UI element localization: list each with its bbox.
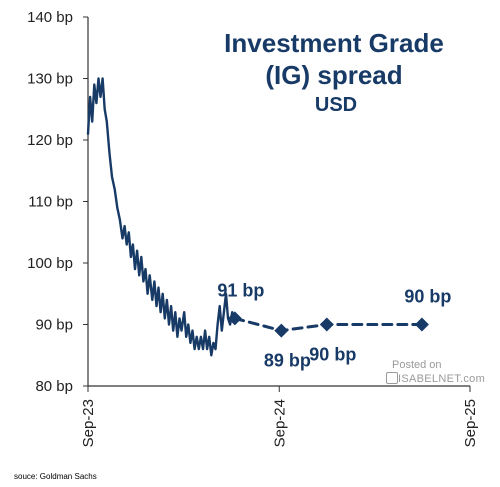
watermark-brand: ISABELNET.com <box>398 373 486 385</box>
chart-subtitle: USD <box>315 94 357 116</box>
forecast-marker <box>274 323 289 338</box>
forecast-marker <box>227 311 242 326</box>
y-tick-label: 100 bp <box>27 255 73 272</box>
forecast-marker <box>414 317 429 332</box>
data-label: 90 bp <box>309 345 356 365</box>
x-tick-label: Sep-23 <box>80 399 97 447</box>
forecast-marker <box>319 317 334 332</box>
data-label: 89 bp <box>264 351 311 371</box>
data-label: 91 bp <box>217 280 264 300</box>
y-tick-label: 140 bp <box>27 9 73 26</box>
watermark-logo-icon <box>386 372 398 384</box>
axes: 80 bp 90 bp 100 bp 110 bp 120 bp 130 bp 140 bp… <box>27 9 479 447</box>
historical-spread-line <box>86 77 237 357</box>
x-tick-label: Sep-25 <box>462 399 479 447</box>
y-tick-label: 90 bp <box>35 317 73 334</box>
x-tick-label: Sep-24 <box>271 399 288 447</box>
y-tick-label: 80 bp <box>35 378 73 395</box>
forecast-dashed-line <box>233 316 424 333</box>
watermark-posted: Posted on <box>392 359 442 371</box>
chart-title-line-1: Investment Grade <box>224 28 444 58</box>
y-tick-label: 120 bp <box>27 132 73 149</box>
chart-title-line-2: (IG) spread <box>265 60 402 90</box>
y-tick-label: 130 bp <box>27 71 73 88</box>
y-tick-label: 110 bp <box>28 194 73 211</box>
source-note: souce: Goldman Sachs <box>14 472 97 481</box>
data-label: 90 bp <box>404 287 451 307</box>
series-group <box>86 77 424 357</box>
